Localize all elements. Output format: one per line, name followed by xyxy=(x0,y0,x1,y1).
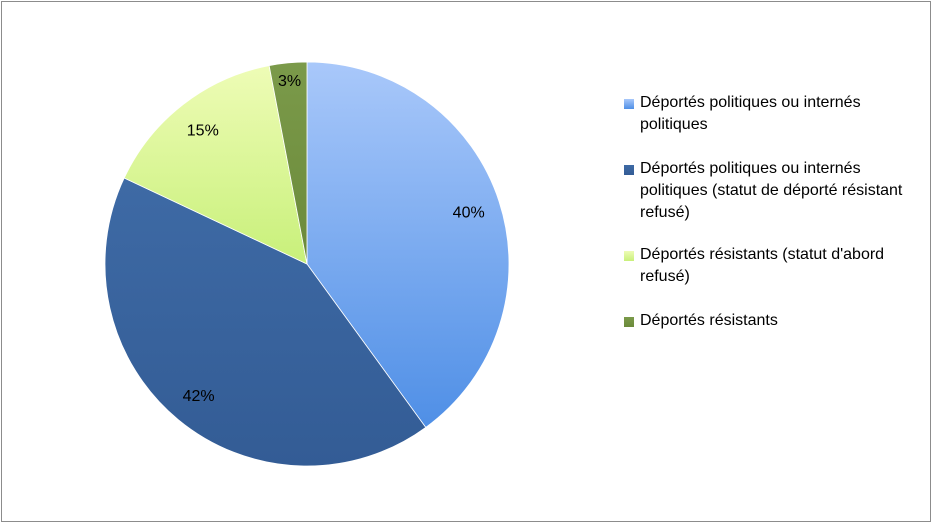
legend-item-resistants: Déportés résistants xyxy=(624,310,924,332)
legend-swatch-politiques xyxy=(624,99,634,109)
legend-label-resistants: Déportés résistants xyxy=(640,312,778,329)
pie-slice-resistants-refuse xyxy=(123,65,308,265)
pie-slice-politiques-refuse xyxy=(104,177,427,467)
pie-slice-resistants xyxy=(268,61,308,265)
pie-label-politiques: 40% xyxy=(453,205,485,222)
legend-item-politiques: Déportés politiques ou internés politiqu… xyxy=(624,92,924,136)
legend: Déportés politiques ou internés politiqu… xyxy=(624,92,924,354)
legend-label-politiques-refuse: Déportés politiques ou internés politiqu… xyxy=(640,160,903,221)
pie-data-labels: 40% 42% 15% 3% xyxy=(183,73,485,405)
pie-label-resistants-refuse: 15% xyxy=(187,123,219,140)
pie-label-politiques-refuse: 42% xyxy=(183,388,215,405)
legend-swatch-resistants xyxy=(624,317,634,327)
pie-label-resistants: 3% xyxy=(278,73,301,90)
legend-swatch-resistants-refuse xyxy=(624,251,634,261)
legend-item-resistants-refuse: Déportés résistants (statut d'abord refu… xyxy=(624,244,924,288)
pie-slices xyxy=(104,61,510,467)
legend-label-resistants-refuse: Déportés résistants (statut d'abord refu… xyxy=(640,246,885,285)
pie-slice-politiques xyxy=(306,61,510,428)
legend-item-politiques-refuse: Déportés politiques ou internés politiqu… xyxy=(624,158,924,224)
legend-label-politiques: Déportés politiques ou internés politiqu… xyxy=(640,94,861,133)
legend-swatch-politiques-refuse xyxy=(624,165,634,175)
